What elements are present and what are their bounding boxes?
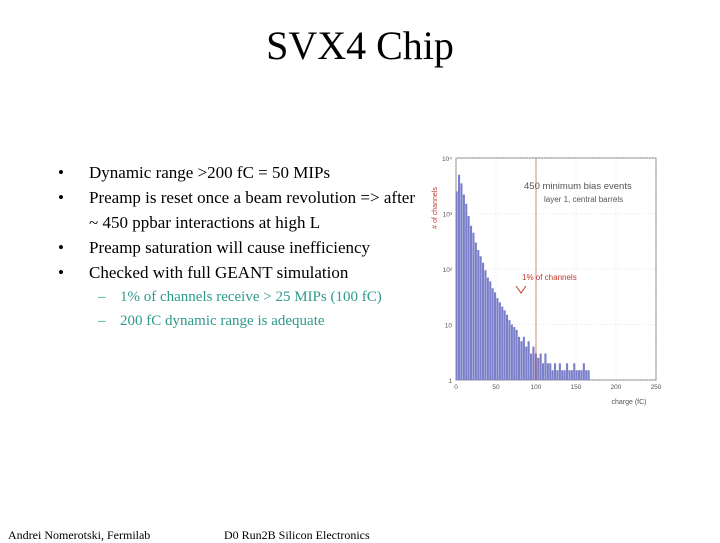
histogram-bar xyxy=(470,225,473,380)
histogram-bar xyxy=(580,370,583,380)
histogram-bar xyxy=(573,363,576,380)
histogram-bar xyxy=(506,314,509,380)
y-axis-label: # of channels xyxy=(432,187,439,229)
histogram-bar xyxy=(467,216,470,380)
bullet-marker: • xyxy=(58,163,64,182)
histogram-bar xyxy=(549,363,552,380)
histogram-bar xyxy=(489,281,492,380)
y-tick-label: 10³ xyxy=(443,212,453,219)
histogram-bar xyxy=(477,249,480,380)
histogram-bar xyxy=(486,277,489,380)
histogram-bar xyxy=(578,370,581,380)
histogram-bar xyxy=(542,363,545,380)
x-tick-label: 200 xyxy=(611,384,622,391)
annotation-one-percent: 1% of channels xyxy=(522,273,577,282)
histogram-bar xyxy=(527,341,530,380)
histogram-bar xyxy=(554,363,557,380)
histogram-bar xyxy=(513,327,516,380)
histogram-bar xyxy=(544,353,547,380)
bullet-item: • Checked with full GEANT simulation xyxy=(56,260,416,285)
histogram-bar xyxy=(587,370,590,380)
histogram-bar xyxy=(556,370,559,380)
histogram-bar xyxy=(494,292,497,380)
histogram-bar xyxy=(510,324,513,380)
x-tick-label: 0 xyxy=(454,384,458,391)
histogram-bar xyxy=(582,363,585,380)
y-tick-label: 10 xyxy=(445,323,453,330)
y-tick-label: 10⁴ xyxy=(442,156,452,163)
x-axis-label: charge (fC) xyxy=(611,399,646,406)
histogram-bar xyxy=(474,242,477,380)
annotation-events: 450 minimum bias events xyxy=(524,181,632,192)
histogram-bar xyxy=(520,341,523,380)
histogram-bar xyxy=(484,270,487,380)
histogram-bar xyxy=(561,370,564,380)
charge-histogram: # of channels 10⁴ 10³ 10² 10 10 50 100 150 200 25… xyxy=(432,156,662,406)
histogram-bar xyxy=(501,306,504,380)
histogram-bar xyxy=(458,174,461,380)
bullet-marker: • xyxy=(58,238,64,257)
histogram-bar xyxy=(465,203,468,380)
bullet-marker: • xyxy=(58,263,64,282)
x-tick-label: 250 xyxy=(651,384,662,391)
bullet-text: Dynamic range >200 fC = 50 MIPs xyxy=(89,163,331,182)
sub-bullet-text: 1% of channels receive > 25 MIPs (100 fC… xyxy=(120,289,382,305)
histogram-bar xyxy=(558,363,561,380)
histogram-bar xyxy=(532,346,535,380)
dash-marker: – xyxy=(98,313,106,329)
x-tick-label: 150 xyxy=(571,384,582,391)
y-tick-label: 10² xyxy=(443,267,453,274)
histogram-bar xyxy=(503,310,506,380)
histogram-bar xyxy=(563,370,566,380)
histogram-bar xyxy=(537,357,540,380)
annotation-layer: layer 1, central barrels xyxy=(544,195,623,204)
histogram-bar xyxy=(575,370,578,380)
histogram-bar xyxy=(455,191,458,380)
sub-bullet-item: –1% of channels receive > 25 MIPs (100 f… xyxy=(98,285,382,309)
slide-title: SVX4 Chip xyxy=(266,23,454,68)
histogram-bar xyxy=(566,363,569,380)
histogram-bar xyxy=(508,320,511,380)
histogram-bar xyxy=(546,363,549,380)
histogram-bar xyxy=(539,353,542,380)
annotation-arrow xyxy=(515,285,527,294)
histogram-bar xyxy=(496,298,499,380)
histogram-bar xyxy=(498,302,501,380)
histogram-bar xyxy=(568,370,571,380)
histogram-bar xyxy=(525,346,528,380)
bullet-item: • Dynamic range >200 fC = 50 MIPs xyxy=(56,160,416,185)
bullet-item: • Preamp saturation will cause inefficien… xyxy=(56,235,416,260)
histogram-bar xyxy=(570,370,573,380)
footer-presentation: D0 Run2B Silicon Electronics xyxy=(224,528,370,542)
y-tick-label: 1 xyxy=(448,378,452,385)
bullet-text: Preamp saturation will cause inefficienc… xyxy=(89,238,371,257)
histogram-bar xyxy=(479,256,482,380)
histogram-bar xyxy=(472,232,475,380)
histogram-bar xyxy=(522,336,525,380)
histogram-bar xyxy=(515,329,518,380)
sub-bullet-item: –200 fC dynamic range is adequate xyxy=(98,309,382,333)
bullet-marker: • xyxy=(58,188,64,207)
x-tick-label: 50 xyxy=(492,384,500,391)
bullet-text: Preamp is reset once a beam revolution =… xyxy=(89,188,415,232)
histogram-bar xyxy=(462,194,465,380)
bullet-item: • Preamp is reset once a beam revolution … xyxy=(56,185,416,235)
histogram-bar xyxy=(551,370,554,380)
histogram-bar xyxy=(491,288,494,380)
footer-author: Andrei Nomerotski, Fermilab xyxy=(8,528,151,542)
x-tick-label: 100 xyxy=(531,384,542,391)
histogram-bar xyxy=(585,370,588,380)
histogram-bar xyxy=(530,353,533,380)
sub-bullet-text: 200 fC dynamic range is adequate xyxy=(120,313,325,329)
histogram-bar xyxy=(460,183,463,380)
histogram-bar xyxy=(518,336,521,380)
bullet-text: Checked with full GEANT simulation xyxy=(89,263,349,282)
sub-bullet-list: –1% of channels receive > 25 MIPs (100 f… xyxy=(98,285,382,333)
bullet-list: • Dynamic range >200 fC = 50 MIPs • Preamp… xyxy=(56,160,416,285)
histogram-bar xyxy=(482,262,485,380)
dash-marker: – xyxy=(98,289,106,305)
